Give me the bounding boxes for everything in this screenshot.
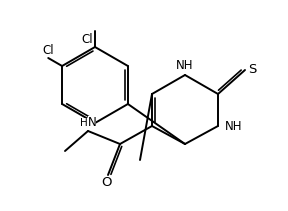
Text: NH: NH (176, 58, 194, 72)
Text: Cl: Cl (81, 32, 93, 46)
Text: NH: NH (225, 119, 243, 133)
Text: O: O (101, 176, 111, 189)
Text: N: N (88, 115, 96, 128)
Text: Cl: Cl (42, 43, 54, 57)
Text: H: H (80, 118, 88, 128)
Text: S: S (248, 62, 256, 76)
